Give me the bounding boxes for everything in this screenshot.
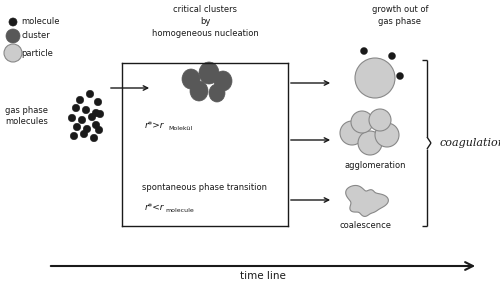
Circle shape xyxy=(78,116,86,124)
Circle shape xyxy=(90,134,98,142)
Ellipse shape xyxy=(199,62,219,84)
Circle shape xyxy=(369,109,391,131)
Circle shape xyxy=(396,73,404,79)
Text: growth out of
gas phase: growth out of gas phase xyxy=(372,5,428,26)
Circle shape xyxy=(351,111,373,133)
Text: particle: particle xyxy=(21,48,53,58)
Polygon shape xyxy=(346,185,389,216)
Text: agglomeration: agglomeration xyxy=(344,162,406,170)
Circle shape xyxy=(88,113,96,121)
Circle shape xyxy=(94,98,102,106)
Text: r*<r: r*<r xyxy=(145,204,165,213)
Circle shape xyxy=(9,18,17,26)
Circle shape xyxy=(72,104,80,112)
Ellipse shape xyxy=(190,81,208,101)
Circle shape xyxy=(73,123,81,131)
Text: coalescence: coalescence xyxy=(339,221,391,230)
Text: critical clusters
by
homogeneous nucleation: critical clusters by homogeneous nucleat… xyxy=(152,5,258,38)
Text: r*>r: r*>r xyxy=(145,120,165,130)
Circle shape xyxy=(80,130,88,138)
Circle shape xyxy=(70,132,78,140)
Circle shape xyxy=(68,114,76,122)
Text: gas phase
molecules: gas phase molecules xyxy=(5,106,48,126)
Ellipse shape xyxy=(209,84,225,102)
Ellipse shape xyxy=(214,71,232,91)
Circle shape xyxy=(92,121,100,129)
Circle shape xyxy=(95,126,103,134)
Text: molecule: molecule xyxy=(165,209,194,213)
Text: cluster: cluster xyxy=(21,31,50,41)
Text: molecule: molecule xyxy=(21,18,59,26)
Text: time line: time line xyxy=(240,271,286,281)
Circle shape xyxy=(388,52,396,60)
Circle shape xyxy=(375,123,399,147)
Circle shape xyxy=(360,48,368,54)
Circle shape xyxy=(92,109,100,117)
Circle shape xyxy=(96,110,104,118)
Circle shape xyxy=(82,106,90,114)
Circle shape xyxy=(76,96,84,104)
Circle shape xyxy=(340,121,364,145)
Text: spontaneous phase transition: spontaneous phase transition xyxy=(142,183,268,192)
Ellipse shape xyxy=(182,69,200,89)
Circle shape xyxy=(83,125,91,133)
Circle shape xyxy=(86,90,94,98)
Circle shape xyxy=(6,29,20,43)
Circle shape xyxy=(4,44,22,62)
Circle shape xyxy=(358,131,382,155)
Text: coagulation: coagulation xyxy=(440,138,500,148)
Circle shape xyxy=(355,58,395,98)
Text: Molekül: Molekül xyxy=(168,126,192,130)
